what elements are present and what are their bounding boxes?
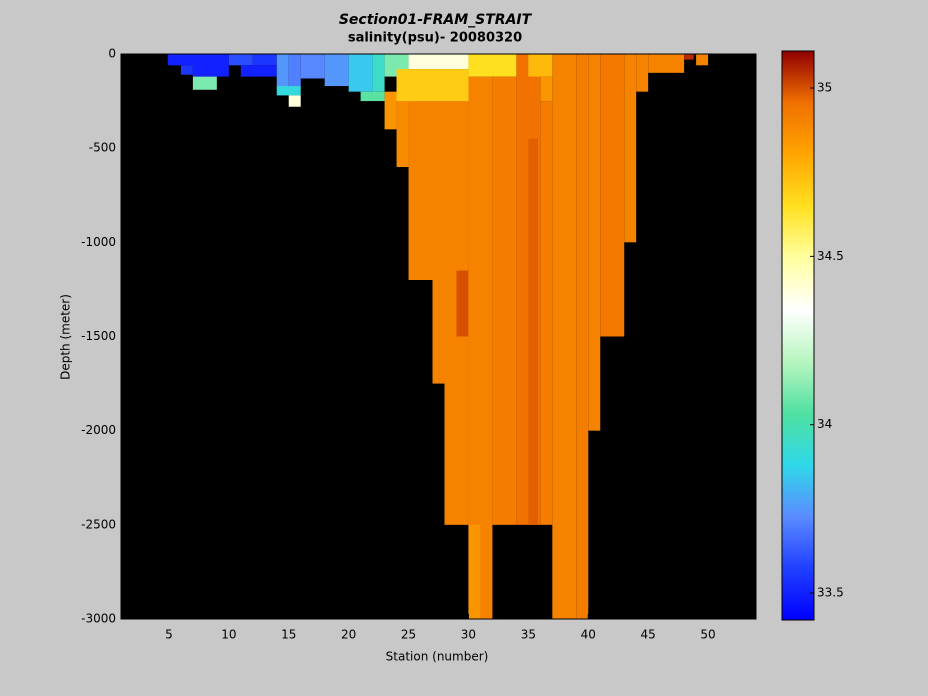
x-tick-label: 30 [461, 628, 476, 642]
colorbar-tick-label: 34 [817, 417, 832, 431]
heat-cell [468, 524, 481, 619]
heat-cell [276, 86, 301, 96]
heat-cell [288, 54, 301, 87]
heat-cell [384, 91, 397, 130]
heat-cell [252, 54, 277, 66]
heat-cell [588, 54, 601, 431]
y-tick-label: -500 [89, 141, 116, 155]
heat-cell [444, 76, 469, 525]
y-tick-label: 0 [108, 47, 116, 61]
heat-cell [240, 65, 277, 77]
heat-cell [456, 270, 469, 337]
heat-cell [372, 54, 385, 92]
x-tick-label: 50 [700, 628, 715, 642]
x-tick-label: 35 [521, 628, 536, 642]
colorbar-tick-label: 35 [817, 81, 832, 95]
heat-cell [288, 95, 301, 107]
heat-cell [636, 54, 649, 92]
heat-cell [180, 65, 193, 75]
y-axis-label: Depth (meter) [59, 294, 73, 380]
heat-cell [600, 54, 625, 337]
heat-cell [684, 54, 694, 60]
heat-cell [696, 54, 709, 66]
y-tick-label: -3000 [81, 612, 116, 626]
heat-cell [468, 54, 517, 77]
heat-cell [300, 54, 325, 79]
heat-cell [492, 76, 517, 525]
heat-cell [408, 54, 469, 70]
heat-cell [552, 54, 577, 619]
x-axis-label: Station (number) [386, 650, 489, 664]
heat-cell [360, 91, 385, 102]
y-tick-label: -1000 [81, 235, 116, 249]
x-tick-label: 10 [221, 628, 236, 642]
y-tick-label: -1500 [81, 329, 116, 343]
heat-cell [192, 54, 229, 77]
heat-cell [576, 54, 589, 619]
heat-cell [408, 76, 433, 280]
heat-cell [528, 138, 538, 525]
heat-cell [167, 54, 205, 66]
heat-cell [324, 54, 349, 87]
y-tick-label: -2500 [81, 517, 116, 531]
heat-cell [540, 76, 553, 102]
heat-cell [396, 69, 469, 102]
colorbar-tick-label: 33.5 [817, 586, 844, 600]
heat-cell [624, 54, 637, 243]
colorbar [781, 50, 815, 621]
chart-title: Section01-FRAM_STRAIT [339, 12, 533, 28]
heat-cell [648, 54, 685, 73]
heat-cell [396, 76, 409, 167]
colorbar-tick-label: 34.5 [817, 249, 844, 263]
x-tick-label: 40 [581, 628, 596, 642]
x-tick-label: 45 [641, 628, 656, 642]
heat-cell [276, 54, 289, 87]
chart-subtitle: salinity(psu)- 20080320 [348, 31, 522, 46]
x-tick-label: 15 [281, 628, 296, 642]
x-tick-label: 25 [401, 628, 416, 642]
heat-cell [228, 54, 253, 66]
heat-cell [528, 54, 553, 77]
heat-cell [192, 76, 217, 90]
x-tick-label: 5 [165, 628, 173, 642]
heat-cell [468, 76, 493, 620]
heat-cell [348, 54, 373, 92]
x-tick-label: 20 [341, 628, 356, 642]
heat-cell [540, 101, 553, 525]
heat-cell [432, 76, 445, 384]
y-tick-label: -2000 [81, 423, 116, 437]
